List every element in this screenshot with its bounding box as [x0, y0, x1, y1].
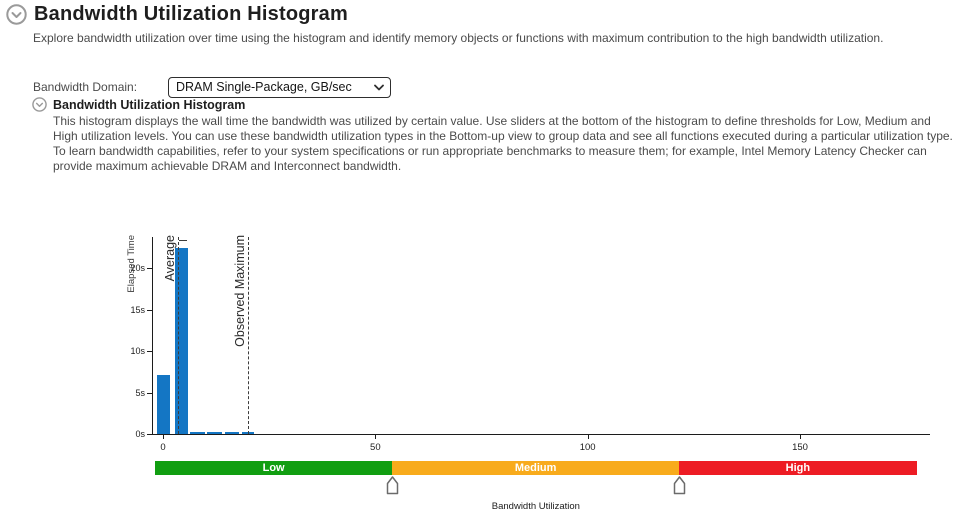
- y-axis-tick-label: 15s: [130, 304, 145, 315]
- histogram-bar: [156, 375, 170, 434]
- y-axis-tick: [147, 392, 152, 394]
- y-axis-tick-label: 10s: [130, 346, 145, 356]
- histogram-bar: [224, 431, 240, 434]
- section-title: Bandwidth Utilization Histogram: [53, 97, 246, 112]
- utilization-band-high: High: [678, 461, 917, 475]
- x-axis-tick-label: 100: [579, 442, 596, 453]
- panel-description: Explore bandwidth utilization over time …: [33, 31, 884, 45]
- section-header: Bandwidth Utilization Histogram: [32, 97, 245, 112]
- utilization-band-medium: Medium: [392, 461, 679, 475]
- x-axis-tick: [375, 435, 377, 439]
- average-marker-cap: [178, 240, 187, 241]
- bandwidth-domain-select[interactable]: DRAM Single-Package, GB/sec: [168, 76, 391, 98]
- low-medium-threshold-slider[interactable]: [384, 475, 401, 495]
- panel-header: Bandwidth Utilization Histogram: [6, 3, 348, 26]
- slider-handle-icon: [387, 476, 399, 495]
- x-axis-tick-label: 150: [792, 442, 808, 453]
- observed-maximum-marker-line: [247, 237, 249, 434]
- y-axis-tick: [147, 351, 152, 352]
- x-axis-tick: [800, 435, 801, 439]
- y-axis-tick: [147, 268, 152, 269]
- observed-maximum-label: Observed Maximum: [232, 235, 247, 347]
- x-axis-tick: [587, 435, 589, 439]
- average-marker-line: [177, 237, 179, 434]
- medium-high-threshold-slider[interactable]: [671, 475, 688, 495]
- x-axis-tick-label: 50: [370, 442, 381, 453]
- x-axis-tick-label: 0: [160, 442, 166, 453]
- section-description: This histogram displays the wall time th…: [53, 114, 953, 173]
- y-axis-tick-label: 20s: [130, 263, 145, 273]
- utilization-band-low: Low: [154, 461, 393, 475]
- bandwidth-domain-label: Bandwidth Domain:: [33, 80, 138, 94]
- x-axis-label: Bandwidth Utilization: [491, 501, 580, 512]
- x-axis-tick: [163, 435, 164, 439]
- histogram-bar: [189, 431, 205, 434]
- y-axis-label: Elapsed Time: [126, 235, 137, 293]
- chevron-down-icon: [374, 84, 384, 91]
- collapse-section-icon[interactable]: [6, 4, 27, 25]
- y-axis-tick: [147, 434, 152, 435]
- bandwidth-histogram-chart: 0s 5s 10s 15s 20s 0 50 100 150 Elapsed Time Averag…: [0, 220, 959, 515]
- bandwidth-domain-value: DRAM Single-Package, GB/sec: [176, 80, 352, 94]
- y-axis-tick: [147, 309, 152, 311]
- histogram-bar: [206, 431, 222, 434]
- x-axis-line: [152, 434, 930, 435]
- y-axis-line: [152, 237, 153, 435]
- y-axis-tick-label: 5s: [135, 387, 145, 398]
- bandwidth-domain-row: Bandwidth Domain: DRAM Single-Package, G…: [33, 76, 391, 98]
- y-axis-tick-label: 0s: [135, 429, 145, 439]
- slider-handle-icon: [673, 476, 686, 495]
- page-title: Bandwidth Utilization Histogram: [34, 3, 348, 25]
- collapse-subsection-icon[interactable]: [32, 97, 47, 112]
- average-label: Average: [162, 235, 177, 282]
